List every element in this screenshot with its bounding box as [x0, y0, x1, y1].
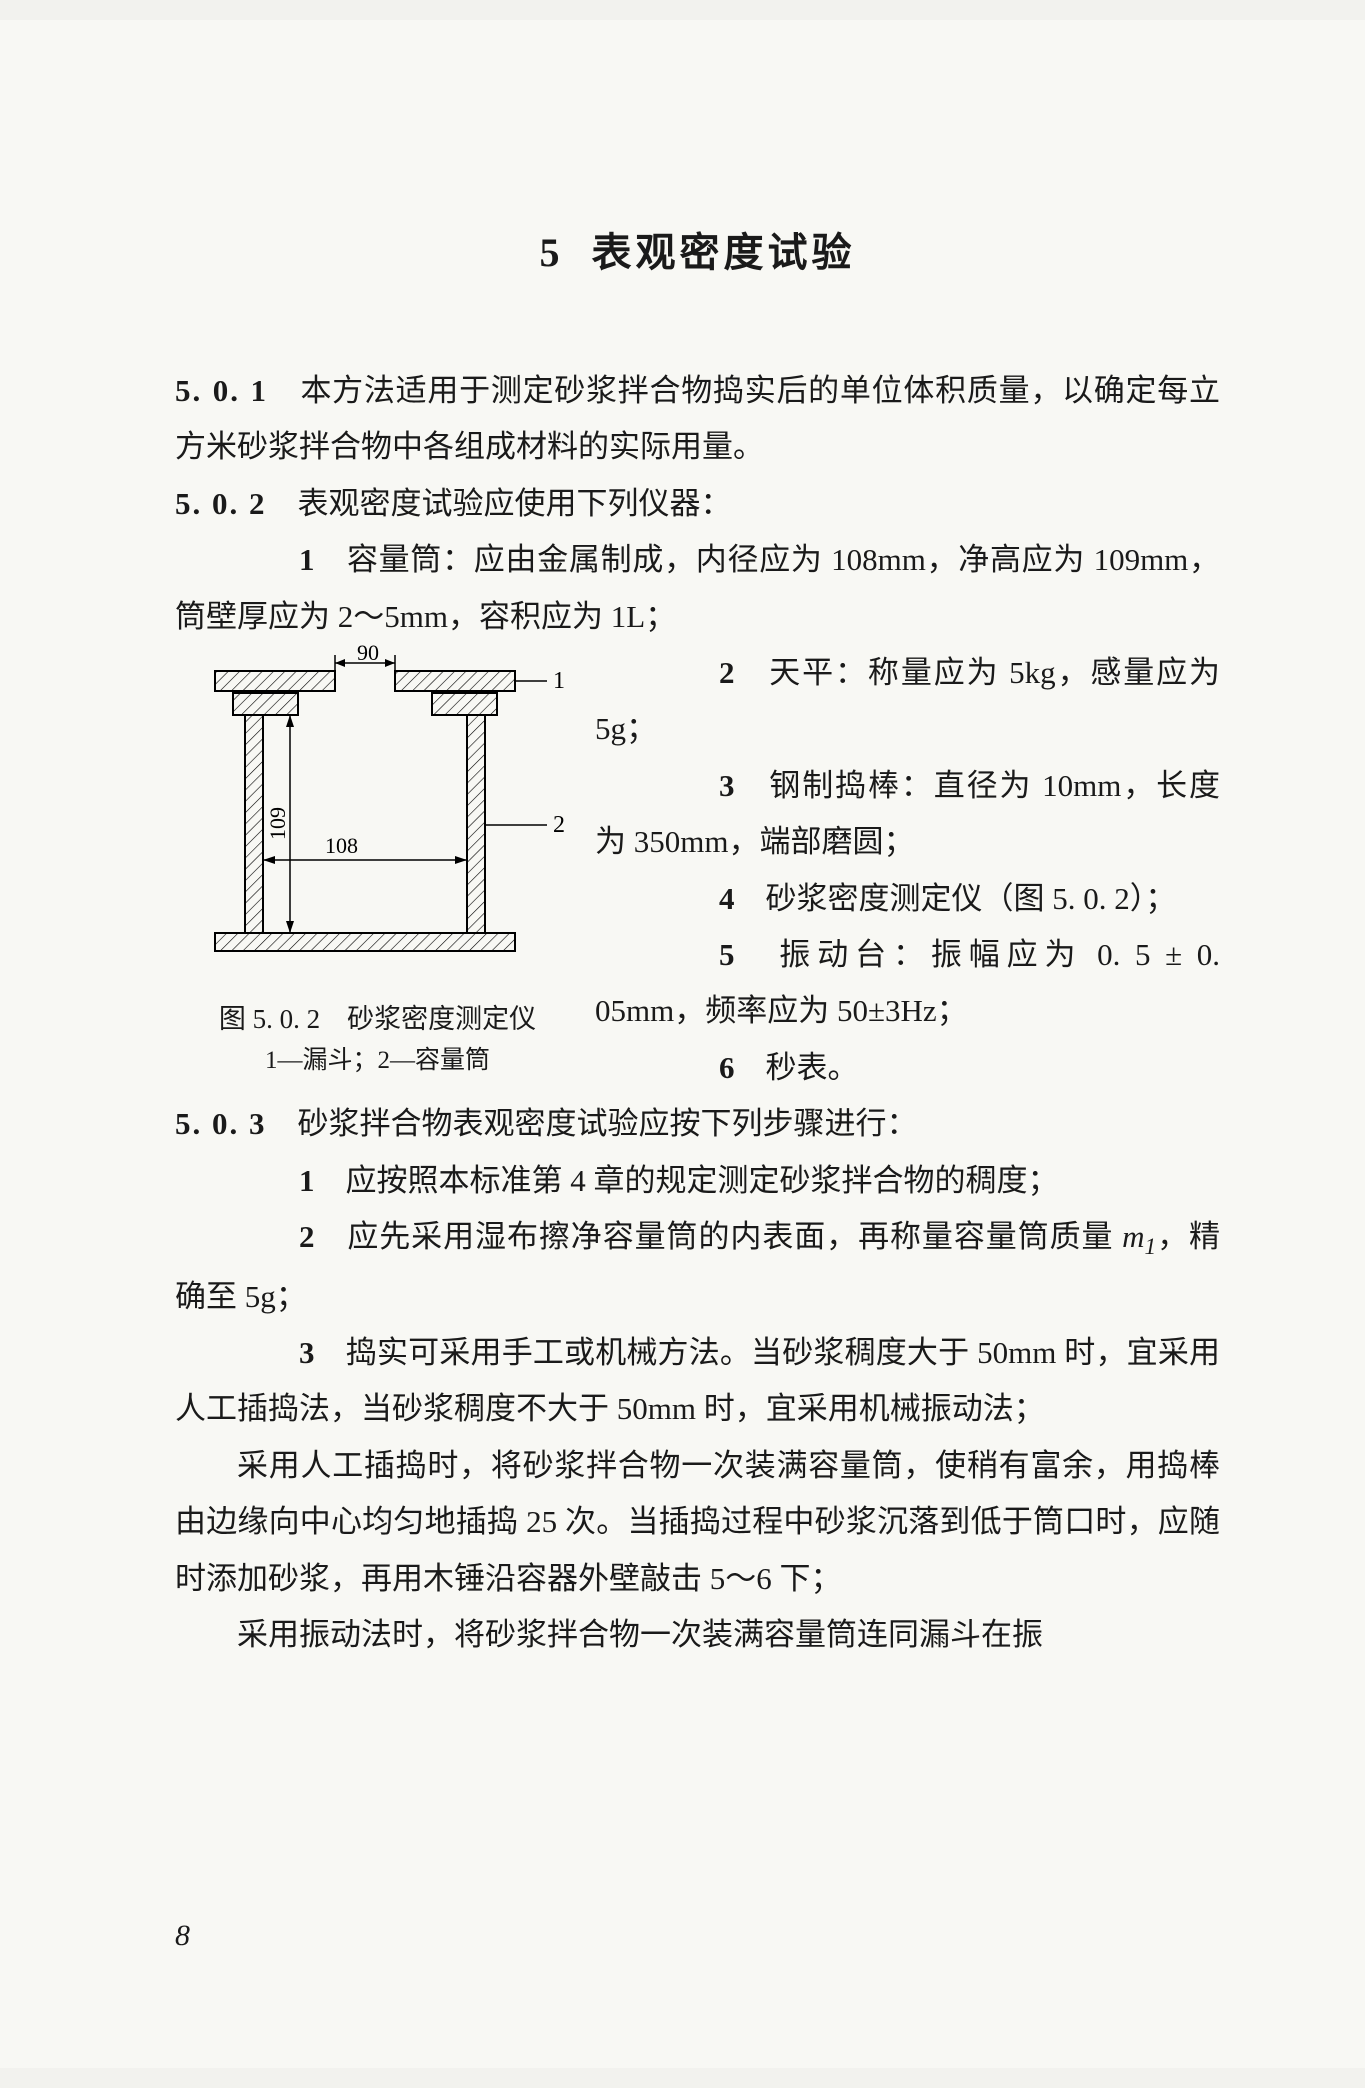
leader-2: 2 — [553, 812, 565, 838]
page-number: 8 — [175, 1919, 190, 1953]
figure-caption: 图 5. 0. 2 砂浆密度测定仪 — [175, 998, 580, 1041]
item-5-0-3-2: 2 应先采用湿布擦净容量筒的内表面，再称量容量筒质量 m1，精确至 5g； — [175, 1209, 1220, 1325]
item-5-0-2-1: 1 容量筒：应由金属制成，内径应为 108mm，净高应为 109mm，筒壁厚应为… — [175, 532, 1220, 645]
item-num: 3 — [657, 758, 735, 814]
density-apparatus-diagram: 90 109 108 1 2 — [175, 645, 580, 975]
item-text: 砂浆密度测定仪（图 5. 0. 2）； — [766, 881, 1177, 916]
para-vibration: 采用振动法时，将砂浆拌合物一次装满容量筒连同漏斗在振 — [175, 1607, 1220, 1663]
clause-5-0-2: 5. 0. 2 表观密度试验应使用下列仪器： — [175, 476, 1220, 532]
chapter-title-text: 表观密度试验 — [592, 230, 856, 275]
dim-90: 90 — [357, 645, 379, 665]
chapter-title: 5 表观密度试验 — [175, 220, 1220, 278]
item-num: 1 — [237, 532, 315, 588]
item-num: 6 — [657, 1040, 735, 1096]
item-5-0-3-3: 3 捣实可采用手工或机械方法。当砂浆稠度大于 50mm 时，宜采用人工插捣法，当… — [175, 1325, 1220, 1438]
leader-1: 1 — [553, 668, 565, 694]
clause-text: 本方法适用于测定砂浆拌合物捣实后的单位体积质量，以确定每立方米砂浆拌合物中各组成… — [175, 373, 1220, 464]
item-text-a: 应先采用湿布擦净容量筒的内表面，再称量容量筒质量 — [347, 1219, 1122, 1254]
clause-num: 5. 0. 1 — [175, 373, 268, 408]
item-num: 2 — [657, 645, 735, 701]
item-5-0-3-1: 1 应按照本标准第 4 章的规定测定砂浆拌合物的稠度； — [175, 1153, 1220, 1209]
dim-109: 109 — [265, 807, 290, 840]
body: 5. 0. 1 本方法适用于测定砂浆拌合物捣实后的单位体积质量，以确定每立方米砂… — [175, 363, 1220, 1663]
dim-108: 108 — [325, 833, 358, 858]
item-num: 3 — [237, 1325, 315, 1381]
document-page: 5 表观密度试验 5. 0. 1 本方法适用于测定砂浆拌合物捣实后的单位体积质量，… — [0, 20, 1365, 2068]
clause-lead: 砂浆拌合物表观密度试验应按下列步骤进行： — [298, 1106, 918, 1141]
clause-num: 5. 0. 3 — [175, 1106, 267, 1141]
item-num: 1 — [237, 1153, 315, 1209]
item-text: 秒表。 — [766, 1050, 859, 1085]
item-num: 4 — [657, 871, 735, 927]
clause-lead: 表观密度试验应使用下列仪器： — [298, 486, 732, 521]
figure-subcaption: 1—漏斗；2—容量筒 — [175, 1042, 580, 1080]
item-text: 应按照本标准第 4 章的规定测定砂浆拌合物的稠度； — [346, 1163, 1059, 1198]
clause-5-0-3: 5. 0. 3 砂浆拌合物表观密度试验应按下列步骤进行： — [175, 1096, 1220, 1152]
item-num: 2 — [237, 1209, 315, 1265]
item-num: 5 — [657, 927, 735, 983]
clause-5-0-1: 5. 0. 1 本方法适用于测定砂浆拌合物捣实后的单位体积质量，以确定每立方米砂… — [175, 363, 1220, 476]
var-m: m1 — [1122, 1219, 1156, 1254]
chapter-number: 5 — [540, 230, 564, 275]
item-text: 容量筒：应由金属制成，内径应为 108mm，净高应为 109mm，筒壁厚应为 2… — [175, 542, 1220, 633]
figure-5-0-2: 90 109 108 1 2 图 5. 0. 2 砂浆密度测定仪 1—漏斗；2—… — [175, 645, 580, 1079]
item-text: 捣实可采用手工或机械方法。当砂浆稠度大于 50mm 时，宜采用人工插捣法，当砂浆… — [175, 1335, 1220, 1426]
para-manual-tamping: 采用人工插捣时，将砂浆拌合物一次装满容量筒，使稍有富余，用捣棒由边缘向中心均匀地… — [175, 1438, 1220, 1607]
clause-num: 5. 0. 2 — [175, 486, 267, 521]
